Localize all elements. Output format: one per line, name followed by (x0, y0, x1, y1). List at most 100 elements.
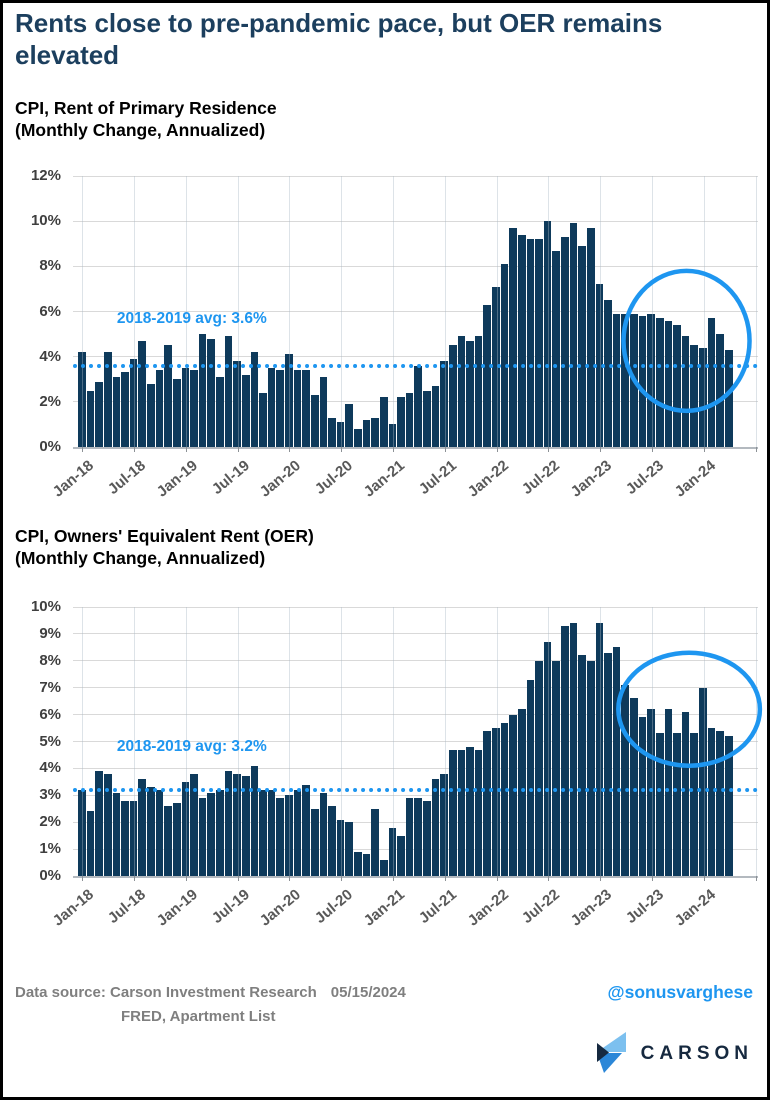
data-bar (371, 417, 379, 447)
data-bar (638, 316, 647, 447)
y-axis-label: 6% (39, 302, 61, 320)
data-bar (147, 787, 155, 876)
data-bar (673, 325, 681, 447)
data-source-text: Data source: Carson Investment Research (15, 984, 317, 1001)
data-bar (250, 352, 259, 447)
data-bar (621, 685, 629, 876)
chart2-header: CPI, Owners' Equivalent Rent (OER) (Mont… (15, 526, 314, 570)
x-axis-label: Jul-21 (415, 457, 460, 498)
data-bar (336, 819, 345, 876)
page-title: Rents close to pre-pandemic pace, but OE… (15, 8, 663, 70)
data-bar (724, 736, 733, 876)
data-bar (181, 367, 190, 447)
data-bar (328, 806, 336, 876)
data-bar (345, 822, 353, 876)
data-bar (328, 417, 336, 447)
data-bar (121, 800, 129, 876)
y-axis-label: 10% (30, 212, 61, 230)
data-bar (543, 221, 552, 447)
data-bar (690, 345, 698, 447)
data-bar (578, 655, 586, 876)
data-bar (190, 773, 198, 876)
data-bar (664, 709, 673, 876)
x-axis-tick (134, 876, 136, 881)
gridline (73, 633, 758, 635)
y-axis-label: 3% (39, 786, 61, 804)
data-bar (310, 395, 319, 447)
footer-date: 05/15/2024 (330, 984, 406, 1001)
data-bar (707, 728, 716, 876)
data-bar (371, 808, 379, 876)
vertical-gridline (134, 607, 136, 876)
data-bar (224, 771, 233, 876)
x-axis-tick (652, 876, 653, 881)
x-axis-tick (237, 447, 239, 452)
gridline (73, 794, 758, 796)
gridline (73, 311, 758, 312)
data-bar (526, 239, 535, 447)
data-bar (147, 383, 155, 447)
data-bar (302, 370, 310, 447)
data-bar (638, 717, 647, 876)
average-line (73, 363, 758, 368)
data-bar (241, 374, 250, 447)
data-bar (267, 367, 276, 447)
data-bar (259, 392, 267, 447)
y-axis-label: 8% (39, 651, 61, 669)
data-bar (164, 345, 172, 447)
x-axis-label: Jul-20 (312, 886, 357, 927)
x-axis-tick (755, 876, 757, 881)
y-axis-label: 2% (39, 813, 61, 831)
y-axis-label: 8% (39, 257, 61, 275)
data-bar (509, 227, 517, 447)
data-bar (405, 798, 414, 876)
gridline (73, 175, 758, 177)
x-axis-label: Jan-21 (360, 457, 408, 501)
data-bar (345, 404, 353, 447)
x-axis-label: Jan-23 (567, 886, 616, 930)
vertical-gridline (548, 607, 550, 876)
chart1-title: CPI, Rent of Primary Residence (15, 98, 277, 118)
data-bar (466, 746, 474, 876)
data-bar (630, 698, 638, 876)
data-bar (319, 377, 328, 447)
data-bar (276, 798, 284, 876)
vertical-gridline (444, 176, 446, 447)
data-bar (172, 379, 181, 447)
vertical-gridline (652, 607, 653, 876)
data-bar (78, 352, 86, 447)
gridline (73, 356, 758, 358)
data-bar (500, 264, 509, 447)
x-axis-tick (600, 447, 602, 452)
data-bar (112, 377, 121, 447)
data-bar (655, 733, 664, 876)
data-bar (379, 859, 388, 876)
x-axis-tick (703, 876, 705, 881)
bar-series (78, 607, 734, 876)
vertical-gridline (444, 607, 446, 876)
y-axis-label: 6% (39, 705, 61, 723)
twitter-handle-link[interactable]: @sonusvarghese (607, 982, 753, 1002)
x-axis-label: Jan-22 (464, 457, 512, 501)
vertical-gridline (289, 176, 291, 447)
data-bar (578, 246, 586, 447)
data-bar (207, 792, 215, 876)
data-bar (103, 773, 112, 876)
x-axis-tick (444, 447, 446, 452)
x-axis-tick (652, 447, 653, 452)
data-bar (517, 234, 526, 447)
data-bar (388, 424, 397, 447)
data-bar (293, 370, 302, 447)
data-bar (241, 776, 250, 876)
x-axis-tick (341, 876, 343, 881)
data-bar (517, 709, 526, 876)
x-axis-label: Jul-23 (622, 886, 667, 927)
vertical-gridline (600, 607, 602, 876)
vertical-gridline (755, 176, 757, 447)
data-bar (138, 779, 146, 876)
vertical-gridline (185, 176, 187, 447)
y-axis-label: 0% (39, 438, 61, 455)
x-axis-tick (393, 876, 395, 881)
data-bar (354, 851, 362, 876)
x-axis-tick (289, 876, 291, 881)
